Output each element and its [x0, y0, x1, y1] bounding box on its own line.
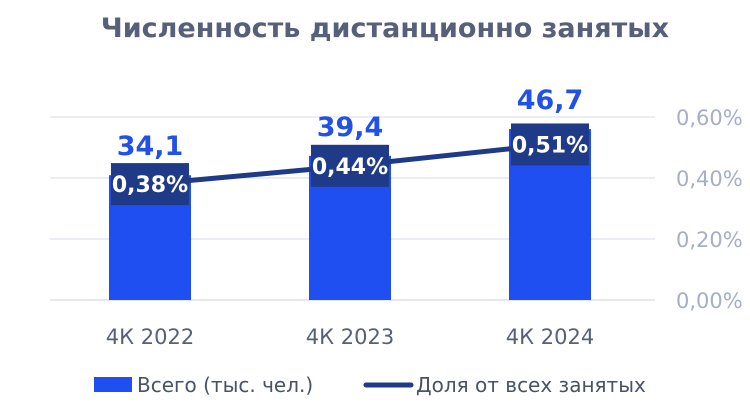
bar-value-label: 34,1 [117, 131, 184, 162]
line-value-label-box [311, 144, 389, 187]
bar-value-labels: 34,1 39,4 46,7 [117, 85, 584, 162]
x-axis-ticks: 4К 2022 4К 2023 4К 2024 [106, 325, 594, 349]
legend-bar-swatch [94, 377, 132, 392]
x-axis-tick-label: 4К 2022 [106, 325, 194, 349]
bar-value-label: 39,4 [317, 112, 384, 143]
x-axis-tick-label: 4К 2024 [506, 325, 594, 349]
line-value-label-group: 0,44% [311, 144, 389, 187]
line-value-label-group: 0,38% [111, 163, 189, 206]
right-axis-tick-label: 0,20% [676, 228, 743, 252]
bar-value-label: 46,7 [517, 85, 584, 116]
line-value-label: 0,38% [112, 173, 188, 198]
legend: Всего (тыс. чел.) Доля от всех занятых [94, 373, 646, 397]
line-value-label-group: 0,51% [511, 123, 589, 166]
x-axis-tick-label: 4К 2023 [306, 325, 394, 349]
chart-title: Численность дистанционно занятых [101, 13, 669, 44]
line-value-label: 0,44% [312, 155, 388, 180]
right-axis-tick-label: 0,00% [676, 289, 743, 313]
line-value-label: 0,51% [512, 133, 588, 158]
legend-bar-label: Всего (тыс. чел.) [137, 373, 313, 397]
legend-line-label: Доля от всех занятых [416, 373, 646, 397]
line-value-label-box [111, 163, 189, 206]
right-axis-tick-label: 0,40% [676, 167, 743, 191]
line-value-labels: 0,38% 0,44% 0,51% [111, 123, 589, 206]
right-axis-tick-label: 0,60% [676, 106, 743, 130]
right-axis-ticks: 0,00% 0,20% 0,40% 0,60% [676, 106, 743, 313]
line-value-label-box [511, 123, 589, 166]
